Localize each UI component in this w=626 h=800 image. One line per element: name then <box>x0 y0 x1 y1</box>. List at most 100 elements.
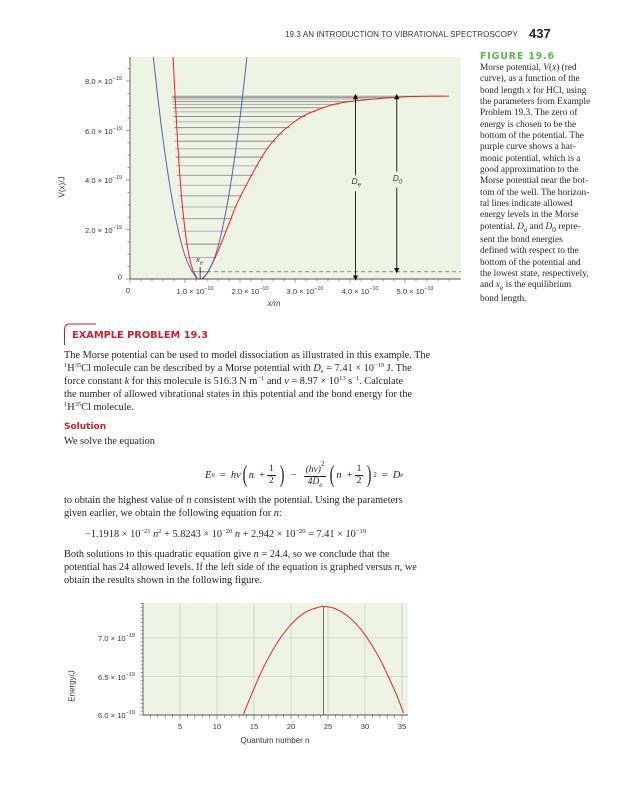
text-line: good approximation to the <box>480 165 620 176</box>
text-run: is the equilibrium <box>503 280 572 291</box>
text-run: 0 <box>552 224 557 234</box>
text-run: = 24.4, so we conclude that the <box>258 549 390 560</box>
xe-annotation: xe <box>196 255 203 267</box>
text-run: defined with respect to the <box>480 246 579 257</box>
plot-content <box>243 605 404 715</box>
y-tick-label: 8.0 × 10−19 <box>85 76 122 86</box>
text-run: potential has 24 allowed levels. If the … <box>64 562 395 573</box>
eq-n2: n <box>336 469 342 481</box>
text-run: + 2.942 × 10 <box>239 529 296 540</box>
x-tick-label: 25 <box>324 722 332 731</box>
text-run: energy levels in the Morse <box>480 210 579 221</box>
text-run: J. The <box>384 363 412 374</box>
y-tick-label: 6.5 × 10−19 <box>98 672 135 682</box>
text-line: and xe is the equilibrium <box>480 280 620 293</box>
text-run: ( <box>548 63 553 73</box>
equation-quadratic: −1.1918 × 10−21 n2 + 5.8243 × 10−20 n + … <box>85 528 366 541</box>
text-run: −10 <box>259 286 269 292</box>
x-tick-label: 3.0 × 10−10 <box>286 286 323 296</box>
xe-label: x <box>196 255 200 264</box>
text-run: 2 <box>158 528 162 535</box>
x-tick-label: 5 <box>178 722 182 731</box>
text-run: for HCl, using <box>530 85 587 96</box>
eq-n: n <box>248 469 255 481</box>
bottom-y-axis-label: Energy/J <box>67 670 77 702</box>
text-line: the lowest state, respectively, <box>480 269 620 280</box>
text-run: 8.0 × 10 <box>84 77 113 86</box>
problem-statement: The Morse potential can be used to model… <box>64 349 430 414</box>
text-run: −19 <box>112 76 122 82</box>
text-run: Cl molecule can be described by a Morse … <box>81 363 314 374</box>
text-line: to obtain the highest value of n consist… <box>64 494 403 507</box>
solution-text-2: Both solutions to this quadratic equatio… <box>64 548 417 587</box>
text-run: curve), as a function of the <box>480 74 580 85</box>
eq-De: D <box>392 469 401 481</box>
text-run: 20 <box>286 722 296 731</box>
eq-De-sub: e <box>400 471 404 479</box>
text-run: −1 <box>352 375 360 382</box>
text-run: 25 <box>323 722 333 731</box>
text-run: , we <box>399 562 417 573</box>
solution-heading: Solution <box>64 422 107 432</box>
text-run: obtain the results shown in the followin… <box>64 575 262 586</box>
text-run: −19 <box>112 175 122 181</box>
eq-num2: 1 <box>354 463 364 476</box>
text-line: Both solutions to this quadratic equatio… <box>64 548 417 561</box>
text-run: and <box>264 376 285 387</box>
text-run: 1.0 × 10 <box>176 287 205 296</box>
text-run: Problem 19.3. The zero of <box>480 108 578 119</box>
text-line: 1H35Cl molecule. <box>64 401 430 414</box>
text-run: 35 <box>397 722 407 731</box>
text-line: curve), as a function of the <box>480 74 620 85</box>
eq-n-sub: n <box>211 471 215 479</box>
text-run: good approximation to the <box>480 165 579 176</box>
text-run: purple curve shows a har- <box>480 142 576 153</box>
text-run: V <box>543 63 549 73</box>
text-run: 1 <box>64 362 68 369</box>
de-sub: e <box>357 182 361 189</box>
text-run: D <box>545 221 553 232</box>
text-run: Cl molecule. <box>81 402 134 413</box>
text-run: . Calculate <box>359 376 404 387</box>
text-line: energy levels in the Morse <box>480 210 620 221</box>
eq-rparen: ) <box>279 462 285 488</box>
text-run: and <box>527 221 546 232</box>
text-run: 6.0 × 10 <box>97 711 126 720</box>
y-tick-label: 6.0 × 10−19 <box>98 710 135 720</box>
text-run: −19 <box>112 125 122 132</box>
text-run: n <box>234 529 240 540</box>
text-line: bottom of the potential. The <box>480 131 620 142</box>
x-tick-label: 20 <box>287 722 295 731</box>
eq-sq2: 2 <box>373 471 377 479</box>
text-run: sent the bond energies <box>480 235 563 246</box>
text-run: potential. <box>480 221 518 232</box>
running-header: 19.3 AN INTRODUCTION TO VIBRATIONAL SPEC… <box>285 30 518 39</box>
text-run: H <box>67 363 75 374</box>
text-run: n <box>394 562 400 573</box>
text-run: −20 <box>295 528 306 535</box>
de-annotation: De <box>352 176 361 189</box>
text-run: bond length. <box>480 293 527 304</box>
y-tick-label: 2.0 × 10−19 <box>85 225 122 235</box>
text-run: 30 <box>360 722 370 731</box>
text-run: 4.0 × 10 <box>84 176 113 185</box>
energy-vs-n-chart <box>139 602 408 720</box>
text-run: repre- <box>556 221 581 232</box>
text-line: tom of the well. The horizon- <box>480 188 620 199</box>
x-tick-label: 2.0 × 10−10 <box>231 286 268 296</box>
eq-equals2: = <box>381 469 388 481</box>
text-run: −10 <box>369 286 379 292</box>
text-line: tal lines indicate allowed <box>480 199 620 210</box>
text-run: x <box>526 85 531 96</box>
text-run: 13 <box>339 375 346 382</box>
text-run: = 8.97 × 10 <box>288 376 340 387</box>
text-run: s <box>345 376 353 387</box>
eq-4De: 4D <box>307 477 320 487</box>
morse-curve <box>172 57 450 279</box>
text-run: 10 <box>212 722 222 731</box>
text-line: monic potential, which is a <box>480 154 620 165</box>
page-number: 437 <box>529 26 551 41</box>
text-run: n <box>186 495 192 506</box>
example-bracket <box>64 323 96 345</box>
